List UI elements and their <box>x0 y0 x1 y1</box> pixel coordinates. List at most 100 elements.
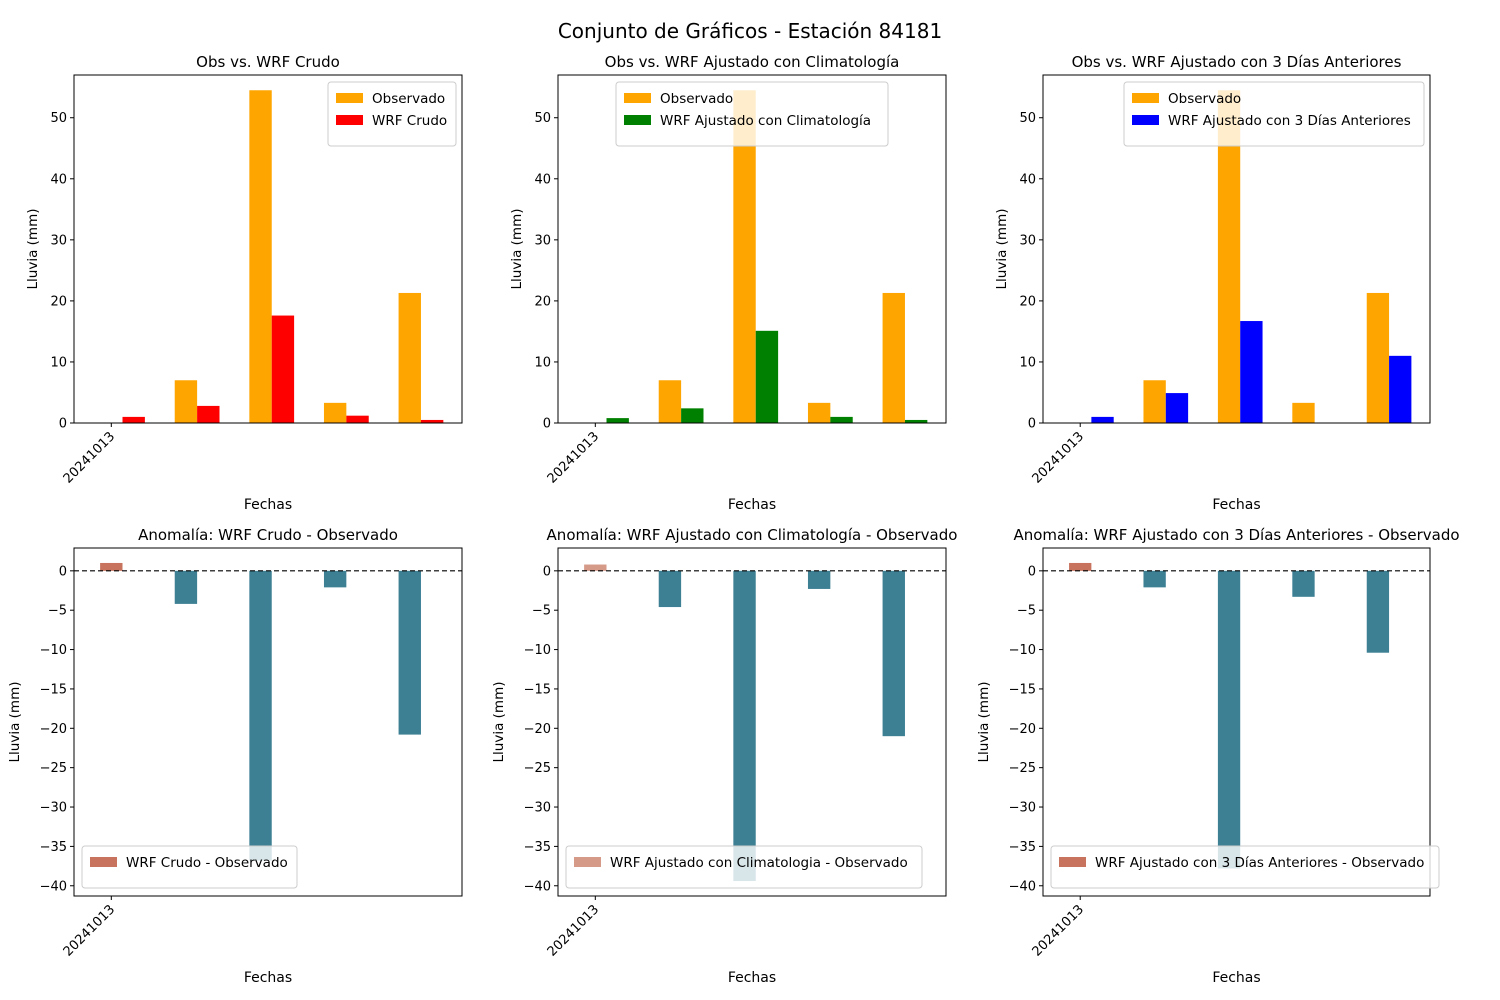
x-axis-label: Fechas <box>1212 497 1260 513</box>
y-tick-label: −10 <box>40 643 67 658</box>
y-tick-label: 30 <box>1019 233 1036 248</box>
legend-swatch <box>624 115 651 125</box>
legend-frame <box>1050 845 1440 889</box>
bar-series-2-5 <box>420 419 444 423</box>
subplot-4: 0 −5 −10 −15 −20 −25 −30 −35 −40 20241013 Anomalía… <box>7 526 463 986</box>
bar-series-2-3 <box>1240 321 1263 423</box>
axes-frame <box>73 547 463 897</box>
y-tick-label: −5 <box>532 604 551 619</box>
y-tick-label: 0 <box>59 417 67 432</box>
y-tick-label: 0 <box>59 564 67 579</box>
legend-label: Observado <box>372 91 445 107</box>
y-tick-label: −20 <box>524 722 551 737</box>
y-tick-label: −25 <box>524 761 551 776</box>
subplot-1: 0 10 20 30 40 50 20241013 Obs vs. WRF Crudo Fech… <box>25 53 463 513</box>
y-tick-label: −5 <box>48 604 67 619</box>
y-tick-label: 50 <box>1019 111 1036 126</box>
legend-swatch <box>574 857 601 867</box>
bar-series-1-1 <box>584 564 607 571</box>
legend-frame <box>81 845 298 889</box>
bar-series-2-1 <box>1091 416 1114 423</box>
bar-negative-3 <box>249 570 272 861</box>
subplot-title: Anomalía: WRF Ajustado con Climatología … <box>547 526 958 544</box>
x-tick-label: 20241013 <box>545 429 602 486</box>
x-tick-label: 20241013 <box>1030 429 1087 486</box>
bar-series-2-3 <box>271 315 295 423</box>
y-tick-label: −35 <box>524 840 551 855</box>
y-tick-label: 40 <box>1019 172 1036 187</box>
y-tick-label: 0 <box>543 564 551 579</box>
bar-series-1-2 <box>174 380 198 423</box>
y-tick-label: −15 <box>40 682 67 697</box>
y-tick-label: 0 <box>1028 417 1036 432</box>
x-axis-label: Fechas <box>244 497 292 513</box>
axes-frame <box>557 547 947 897</box>
axes-frame <box>1042 74 1431 424</box>
y-tick-label: 10 <box>534 355 551 370</box>
y-tick-label: 20 <box>1019 294 1036 309</box>
legend-label: WRF Crudo - Observado <box>126 855 288 871</box>
y-tick-label: 40 <box>534 172 551 187</box>
bar-series-1-3 <box>733 90 756 424</box>
legend-swatch <box>90 857 117 867</box>
bar-negative-3 <box>733 570 756 882</box>
bar-series-1-2 <box>658 380 682 423</box>
subplot-3: 0 10 20 30 40 50 20241013 Obs vs. WRF Ajustado … <box>994 53 1431 513</box>
y-tick-label: 0 <box>1028 564 1036 579</box>
y-tick-label: 30 <box>534 233 551 248</box>
bar-negative-4 <box>1292 570 1315 597</box>
bar-negative-4 <box>323 570 347 588</box>
bar-series-1-5 <box>1366 292 1390 423</box>
legend-swatch <box>336 115 363 125</box>
bar-series-1-4 <box>807 402 831 423</box>
legend-swatch <box>624 93 651 103</box>
x-tick-label: 20241013 <box>545 902 602 959</box>
legend-swatch <box>336 93 363 103</box>
figure-title: Conjunto de Gráficos - Estación 84181 <box>558 19 942 43</box>
y-tick-label: 20 <box>50 294 67 309</box>
subplot-title: Obs vs. WRF Crudo <box>196 53 340 71</box>
y-tick-label: −10 <box>524 643 551 658</box>
legend-frame <box>565 845 923 889</box>
bar-series-1-1 <box>1069 562 1092 571</box>
bar-negative-4 <box>807 570 831 589</box>
subplot-title: Obs vs. WRF Ajustado con Climatología <box>605 53 900 71</box>
y-axis-label: Lluvia (mm) <box>491 682 507 763</box>
y-tick-label: −20 <box>1009 722 1036 737</box>
bar-series-2-4 <box>830 416 853 423</box>
bar-negative-5 <box>398 570 421 735</box>
bar-series-2-5 <box>1389 355 1412 423</box>
legend: Observado WRF Crudo <box>327 81 457 147</box>
y-tick-label: −10 <box>1009 643 1036 658</box>
bar-series-1-3 <box>249 90 272 424</box>
bar-negative-2 <box>1143 570 1166 588</box>
y-axis-label: Lluvia (mm) <box>25 209 41 290</box>
y-tick-label: 10 <box>1019 355 1036 370</box>
legend-label: WRF Crudo <box>372 113 447 129</box>
y-tick-label: 30 <box>50 233 67 248</box>
subplot-title: Anomalía: WRF Ajustado con 3 Días Anteri… <box>1013 526 1459 544</box>
y-axis-label: Lluvia (mm) <box>976 682 992 763</box>
bar-series-1-4 <box>323 402 347 423</box>
x-tick-label: 20241013 <box>1030 902 1087 959</box>
y-tick-label: −25 <box>40 761 67 776</box>
y-axis-label: Lluvia (mm) <box>7 682 23 763</box>
y-tick-label: −20 <box>40 722 67 737</box>
legend-label: Observado <box>660 91 733 107</box>
y-tick-label: −35 <box>40 840 67 855</box>
y-tick-label: 50 <box>534 111 551 126</box>
bar-negative-2 <box>174 570 198 604</box>
bar-series-2-2 <box>197 405 220 423</box>
y-tick-label: −40 <box>1009 879 1036 894</box>
bar-negative-3 <box>1217 570 1241 869</box>
y-tick-label: −35 <box>1009 840 1036 855</box>
legend-frame <box>615 81 889 147</box>
y-axis-label: Lluvia (mm) <box>509 209 525 290</box>
y-tick-label: 10 <box>50 355 67 370</box>
y-tick-label: −15 <box>524 682 551 697</box>
bar-series-1-3 <box>1217 90 1241 424</box>
bar-negative-2 <box>658 570 682 608</box>
x-tick-label: 20241013 <box>61 429 118 486</box>
y-tick-label: 40 <box>50 172 67 187</box>
